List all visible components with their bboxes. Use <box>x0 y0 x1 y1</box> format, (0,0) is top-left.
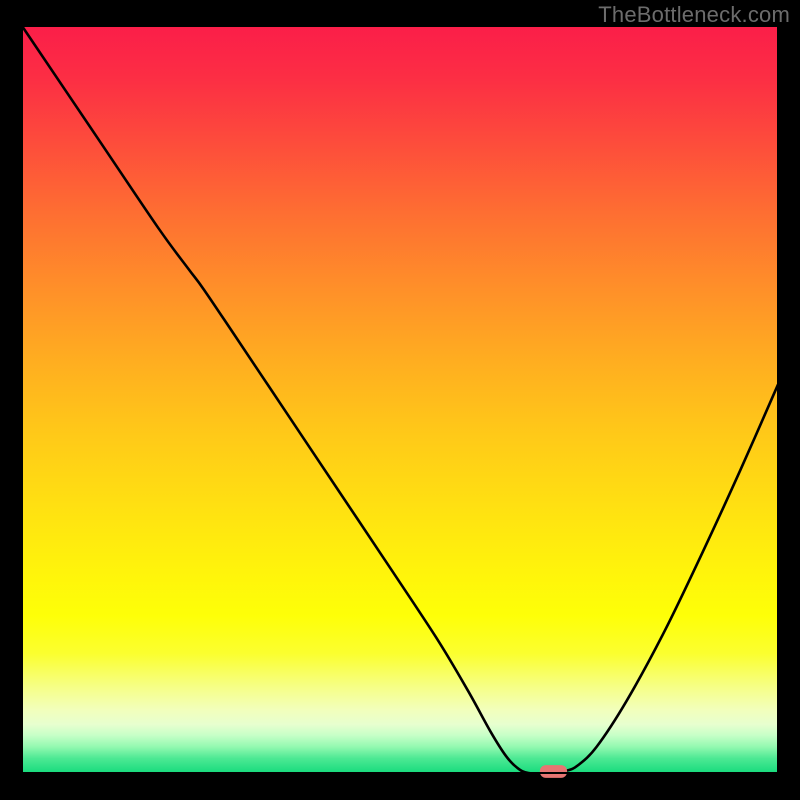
plot-background <box>22 26 778 773</box>
chart-container: TheBottleneck.com <box>0 0 800 800</box>
watermark-text: TheBottleneck.com <box>598 2 790 28</box>
optimum-marker <box>540 765 567 778</box>
bottleneck-curve-chart <box>0 0 800 800</box>
